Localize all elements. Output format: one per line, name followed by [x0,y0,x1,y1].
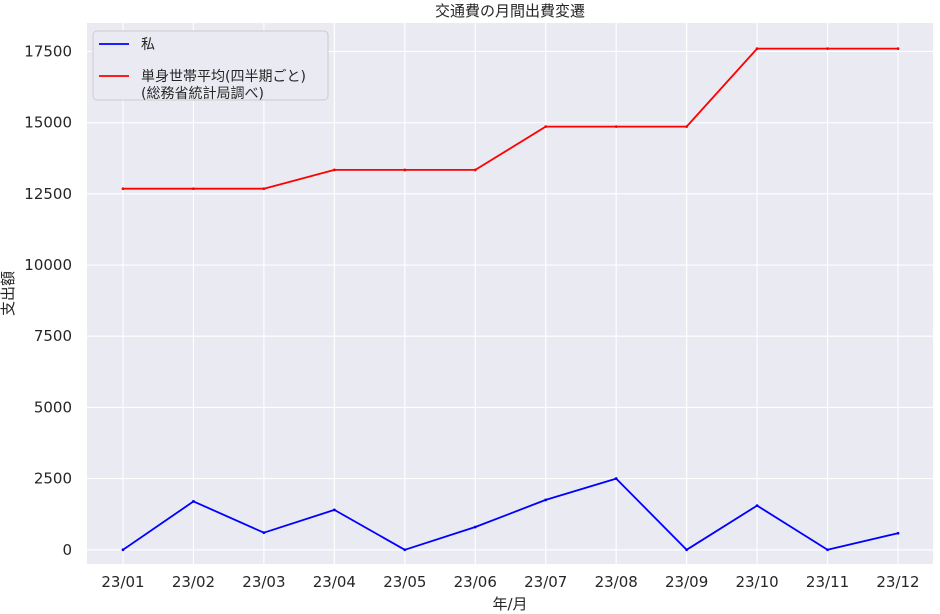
data-point [896,531,900,535]
y-tick-label: 2500 [34,470,72,488]
data-point [121,187,125,191]
data-point [262,187,266,191]
x-tick-label: 23/05 [383,573,426,591]
data-point [544,498,548,502]
legend-label-1: 私 [141,37,155,53]
y-axis-label: 支出額 [0,271,17,316]
x-tick-label: 23/08 [595,573,638,591]
y-tick-label: 10000 [24,256,72,274]
data-point [192,187,195,191]
x-tick-label: 23/01 [101,573,144,591]
data-point [473,525,477,529]
x-tick-label: 23/11 [806,573,849,591]
data-point [473,168,477,172]
y-tick-labels: 0 2500 5000 7500 10000 12500 15000 17500 [24,42,72,558]
data-point [614,477,618,480]
series-line-2 [123,47,898,190]
x-tick-labels: 23/01 23/02 23/03 23/04 23/05 23/06 23/07 23/08… [101,573,919,591]
data-point [544,125,548,129]
data-point [332,508,336,512]
data-point [403,168,407,172]
data-point [332,168,336,172]
x-tick-label: 23/04 [313,573,356,591]
y-tick-label: 5000 [34,398,72,416]
data-point [192,499,195,503]
plot-area [87,23,933,564]
y-tick-label: 17500 [24,42,72,60]
y-tick-label: 15000 [24,114,72,132]
x-tick-label: 23/03 [242,573,285,591]
data-point [755,47,759,51]
data-point [685,125,689,129]
data-point [685,548,689,552]
data-point [121,548,125,552]
grid-lines [87,23,933,564]
x-tick-label: 23/02 [172,573,215,591]
data-point [896,47,900,51]
data-point [614,125,618,129]
y-tick-label: 12500 [24,185,72,203]
x-tick-label: 23/07 [524,573,567,591]
x-tick-label: 23/06 [454,573,497,591]
legend-label-2: 単身世帯平均(四半期ごと) (総務省統計局調べ) [141,69,306,102]
data-point [403,548,407,552]
series-layer [121,47,900,552]
x-tick-label: 23/09 [665,573,708,591]
chart-title: 交通費の月間出費変遷 [435,2,585,20]
data-point [826,548,829,552]
y-tick-label: 7500 [34,327,72,345]
data-point [826,47,829,51]
data-point [755,504,759,508]
x-tick-label: 23/10 [735,573,778,591]
x-tick-label: 23/12 [876,573,919,591]
x-axis-label: 年/月 [492,595,527,613]
series-line-1 [122,477,899,551]
legend-box [92,30,329,101]
y-tick-label: 0 [62,541,72,559]
data-point [262,531,266,535]
